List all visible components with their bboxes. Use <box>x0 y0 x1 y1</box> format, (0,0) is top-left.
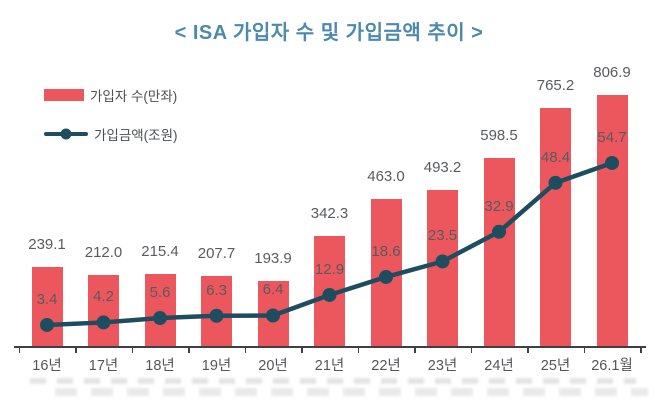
x-axis-tick <box>640 348 642 353</box>
legend-label-subscription-amount: 가입금액(조원) <box>94 128 178 143</box>
line-value-label-22년: 18.6 <box>371 242 401 260</box>
x-axis-tick <box>527 348 529 353</box>
cropped-text-artifact <box>55 388 648 396</box>
x-axis-tick <box>357 348 360 353</box>
bar-17년 <box>88 275 119 348</box>
line-marker-dot-icon <box>60 128 72 140</box>
x-axis-tick <box>301 348 303 353</box>
bar-value-label-23년: 493.2 <box>423 158 462 176</box>
legend-item-subscriber-count: 가입자 수(만좌) <box>44 88 178 104</box>
line-series-swatch <box>44 128 88 140</box>
line-value-label-24년: 32.9 <box>484 197 514 215</box>
x-axis-tick <box>18 348 21 353</box>
x-axis-label-26.1월: 26.1월 <box>591 358 633 374</box>
bar-value-label-25년: 765.2 <box>536 76 575 94</box>
bar-value-label-18년: 215.4 <box>141 243 179 261</box>
x-axis-label-25년: 25년 <box>540 358 571 374</box>
bar-value-label-20년: 193.9 <box>254 249 292 267</box>
x-axis-tick <box>470 348 473 353</box>
bar-value-label-17년: 212.0 <box>84 244 123 262</box>
x-axis-label-19년: 19년 <box>201 358 232 374</box>
line-value-label-23년: 23.5 <box>427 227 458 245</box>
line-value-label-18년: 5.6 <box>149 284 171 301</box>
bar-value-label-24년: 598.5 <box>480 127 518 145</box>
bar-value-label-16년: 239.1 <box>28 235 66 253</box>
x-axis-line <box>14 346 646 348</box>
x-axis-label-17년: 17년 <box>88 358 119 374</box>
cropped-text-artifact <box>30 378 636 384</box>
bar-value-label-19년: 207.7 <box>197 245 236 263</box>
bar-23년 <box>427 189 458 348</box>
line-value-label-19년: 6.3 <box>206 281 227 299</box>
x-axis-tick <box>244 348 247 353</box>
bar-value-label-26.1월: 806.9 <box>593 63 631 81</box>
line-value-label-17년: 4.2 <box>93 288 114 306</box>
line-value-label-25년: 48.4 <box>540 148 571 166</box>
line-value-label-20년: 6.4 <box>262 281 284 299</box>
x-axis-label-20년: 20년 <box>258 358 288 374</box>
line-value-label-26.1월: 54.7 <box>597 128 627 146</box>
line-value-label-21년: 12.9 <box>314 260 345 278</box>
legend: 가입자 수(만좌) 가입금액(조원) <box>44 88 178 166</box>
chart-title: < ISA 가입자 수 및 가입금액 추이 > <box>174 22 484 44</box>
bar-value-label-22년: 463.0 <box>367 168 405 186</box>
x-axis-tick <box>75 348 77 353</box>
x-axis-label-24년: 24년 <box>484 358 514 374</box>
bar-25년 <box>540 107 571 348</box>
x-axis-tick <box>583 348 586 353</box>
x-axis-label-23년: 23년 <box>427 358 458 374</box>
x-axis-label-16년: 16년 <box>32 358 62 374</box>
bar-21년 <box>314 235 345 348</box>
x-axis-label-22년: 22년 <box>371 358 401 374</box>
legend-item-subscription-amount: 가입금액(조원) <box>44 127 178 143</box>
x-axis-tick <box>414 348 416 353</box>
bar-24년 <box>483 158 515 348</box>
x-axis-label-21년: 21년 <box>314 358 345 374</box>
line-value-label-16년: 3.4 <box>36 290 58 308</box>
bar-series-swatch <box>44 89 84 101</box>
bar-22년 <box>370 199 402 348</box>
x-axis-tick <box>131 348 134 353</box>
x-axis-tick <box>188 348 190 353</box>
legend-label-subscriber-count: 가입자 수(만좌) <box>90 89 178 104</box>
x-axis-label-18년: 18년 <box>145 358 175 374</box>
bar-value-label-21년: 342.3 <box>310 204 349 222</box>
